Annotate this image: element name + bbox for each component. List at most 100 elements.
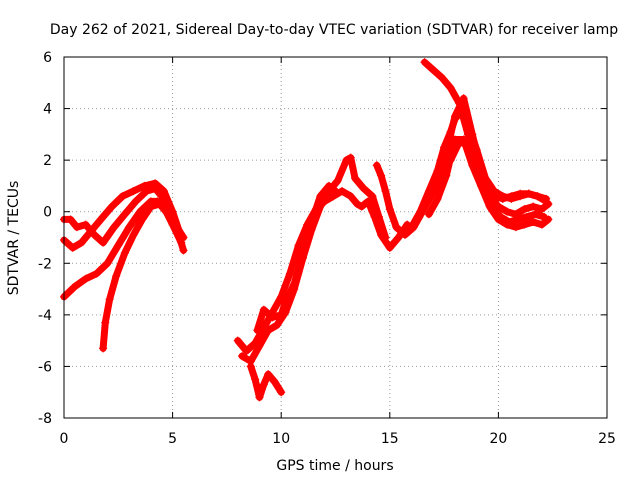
- tick-labels: 0 5 10 15 20 25 -8 -6 -4 -2 0 2 4 6: [38, 50, 616, 447]
- data-point: [531, 210, 540, 219]
- data-point: [446, 156, 455, 165]
- data-point: [524, 189, 533, 198]
- data-point: [542, 197, 551, 206]
- data-point: [264, 326, 273, 335]
- data-point: [105, 295, 114, 304]
- data-point: [440, 143, 449, 152]
- data-point: [385, 243, 394, 252]
- data-point: [162, 197, 171, 206]
- data-point: [477, 181, 486, 190]
- data-point: [446, 83, 455, 92]
- data-point: [146, 202, 155, 211]
- data-point: [285, 269, 294, 278]
- data-point: [503, 220, 512, 229]
- data-point: [179, 233, 188, 242]
- data-point: [270, 377, 279, 386]
- data-point: [107, 202, 116, 211]
- data-point: [131, 197, 140, 206]
- data-point: [96, 215, 105, 224]
- data-point: [392, 223, 401, 232]
- data-point: [346, 153, 355, 162]
- data-point: [272, 321, 281, 330]
- data-point: [368, 192, 377, 201]
- data-point: [109, 223, 118, 232]
- series-trace: [234, 187, 411, 355]
- data-point: [511, 223, 520, 232]
- data-point: [468, 161, 477, 170]
- data-point: [259, 305, 268, 314]
- data-point: [120, 248, 129, 257]
- data-point: [544, 215, 553, 224]
- y-tick-label: 0: [43, 205, 52, 221]
- data-point: [429, 65, 438, 74]
- data-point: [377, 171, 386, 180]
- tick-marks: [63, 56, 608, 419]
- data-point: [520, 220, 529, 229]
- data-point: [351, 174, 360, 183]
- data-point: [463, 140, 472, 149]
- data-point: [433, 166, 442, 175]
- data-point: [346, 192, 355, 201]
- data-point: [129, 230, 138, 239]
- data-point: [381, 233, 390, 242]
- data-point: [68, 243, 77, 252]
- data-point: [92, 269, 101, 278]
- data-point: [103, 259, 112, 268]
- data-point: [251, 375, 260, 384]
- data-point: [155, 199, 164, 208]
- data-point: [172, 223, 181, 232]
- data-point: [494, 215, 503, 224]
- data-point: [342, 156, 351, 165]
- data-point: [333, 176, 342, 185]
- y-tick-label: -4: [38, 308, 52, 324]
- data-series-8: [253, 181, 340, 335]
- data-point: [324, 181, 333, 190]
- data-point: [424, 210, 433, 219]
- x-tick-label: 20: [489, 431, 507, 447]
- x-axis-label: GPS time / hours: [276, 458, 393, 474]
- data-point: [281, 297, 290, 306]
- data-point: [246, 362, 255, 371]
- y-tick-label: -6: [38, 359, 52, 375]
- data-point: [372, 161, 381, 170]
- data-point: [90, 230, 99, 239]
- data-point: [253, 326, 262, 335]
- data-point: [81, 274, 90, 283]
- data-point: [537, 220, 546, 229]
- data-point: [129, 187, 138, 196]
- data-point: [120, 210, 129, 219]
- data-point: [316, 192, 325, 201]
- y-axis-label: SDTVAR / TECUs: [6, 181, 22, 296]
- data-point: [112, 272, 121, 281]
- data-point: [294, 241, 303, 250]
- data-point: [290, 279, 299, 288]
- data-point: [99, 344, 108, 353]
- data-point: [385, 205, 394, 214]
- x-tick-label: 10: [272, 431, 290, 447]
- data-point: [136, 207, 145, 216]
- data-point: [114, 241, 123, 250]
- data-point: [416, 207, 425, 216]
- x-tick-label: 0: [60, 431, 69, 447]
- data-point: [73, 223, 82, 232]
- data-point: [374, 212, 383, 221]
- y-tick-label: -8: [38, 411, 52, 427]
- y-tick-label: 4: [43, 102, 52, 118]
- data-point: [446, 127, 455, 136]
- data-point: [522, 212, 531, 221]
- data-point: [485, 202, 494, 211]
- data-point: [529, 202, 538, 211]
- data-point: [81, 220, 90, 229]
- data-point: [533, 192, 542, 201]
- data-point: [498, 194, 507, 203]
- data-point: [359, 184, 368, 193]
- data-point: [331, 187, 340, 196]
- data-series-7: [246, 362, 286, 402]
- data-point: [233, 336, 242, 345]
- data-point: [99, 238, 108, 247]
- data-point: [255, 393, 264, 402]
- data-point: [459, 94, 468, 103]
- data-points: [60, 58, 553, 402]
- data-point: [394, 233, 403, 242]
- y-tick-label: -2: [38, 256, 52, 272]
